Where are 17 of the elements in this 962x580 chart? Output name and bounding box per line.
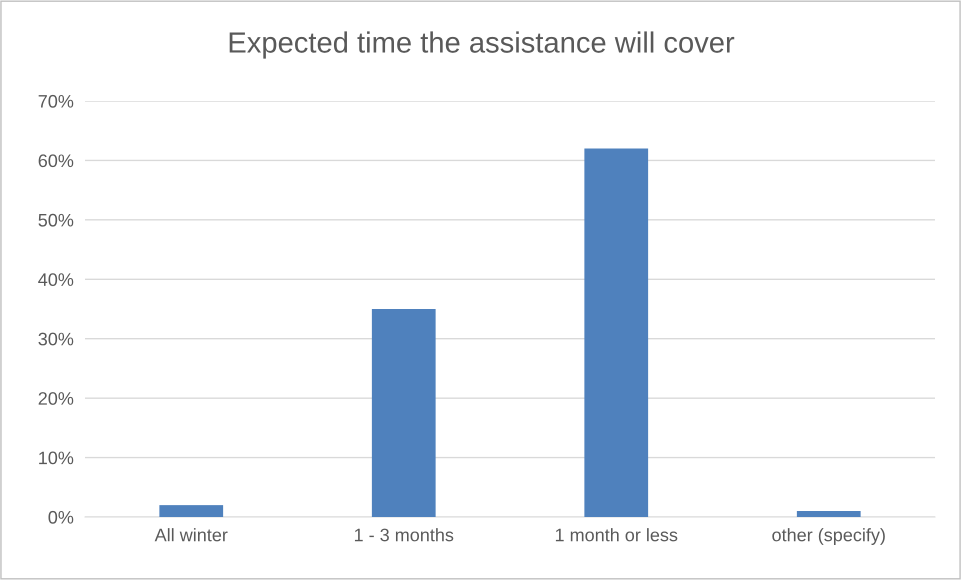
x-tick-label: other (specify) [772,528,885,545]
y-tick-label: 0% [48,510,74,524]
y-tick-label: 40% [38,273,74,286]
bar [159,505,224,517]
x-tick-label: All winter [154,528,228,542]
x-tick-label: 1 month or less [556,528,678,542]
y-tick-label: 30% [38,332,74,346]
bar [796,511,861,517]
y-tick-label: 10% [39,452,74,464]
y-tick-label: 60% [38,154,74,168]
y-tick-label: 20% [38,392,74,405]
chart-title: Expected time the assistance will cover [230,31,734,59]
y-tick-label: 70% [38,94,74,108]
y-tick-label: 50% [38,214,74,227]
bar [584,148,648,517]
x-tick-label: 1 - 3 months [354,528,454,542]
bar [372,309,436,517]
